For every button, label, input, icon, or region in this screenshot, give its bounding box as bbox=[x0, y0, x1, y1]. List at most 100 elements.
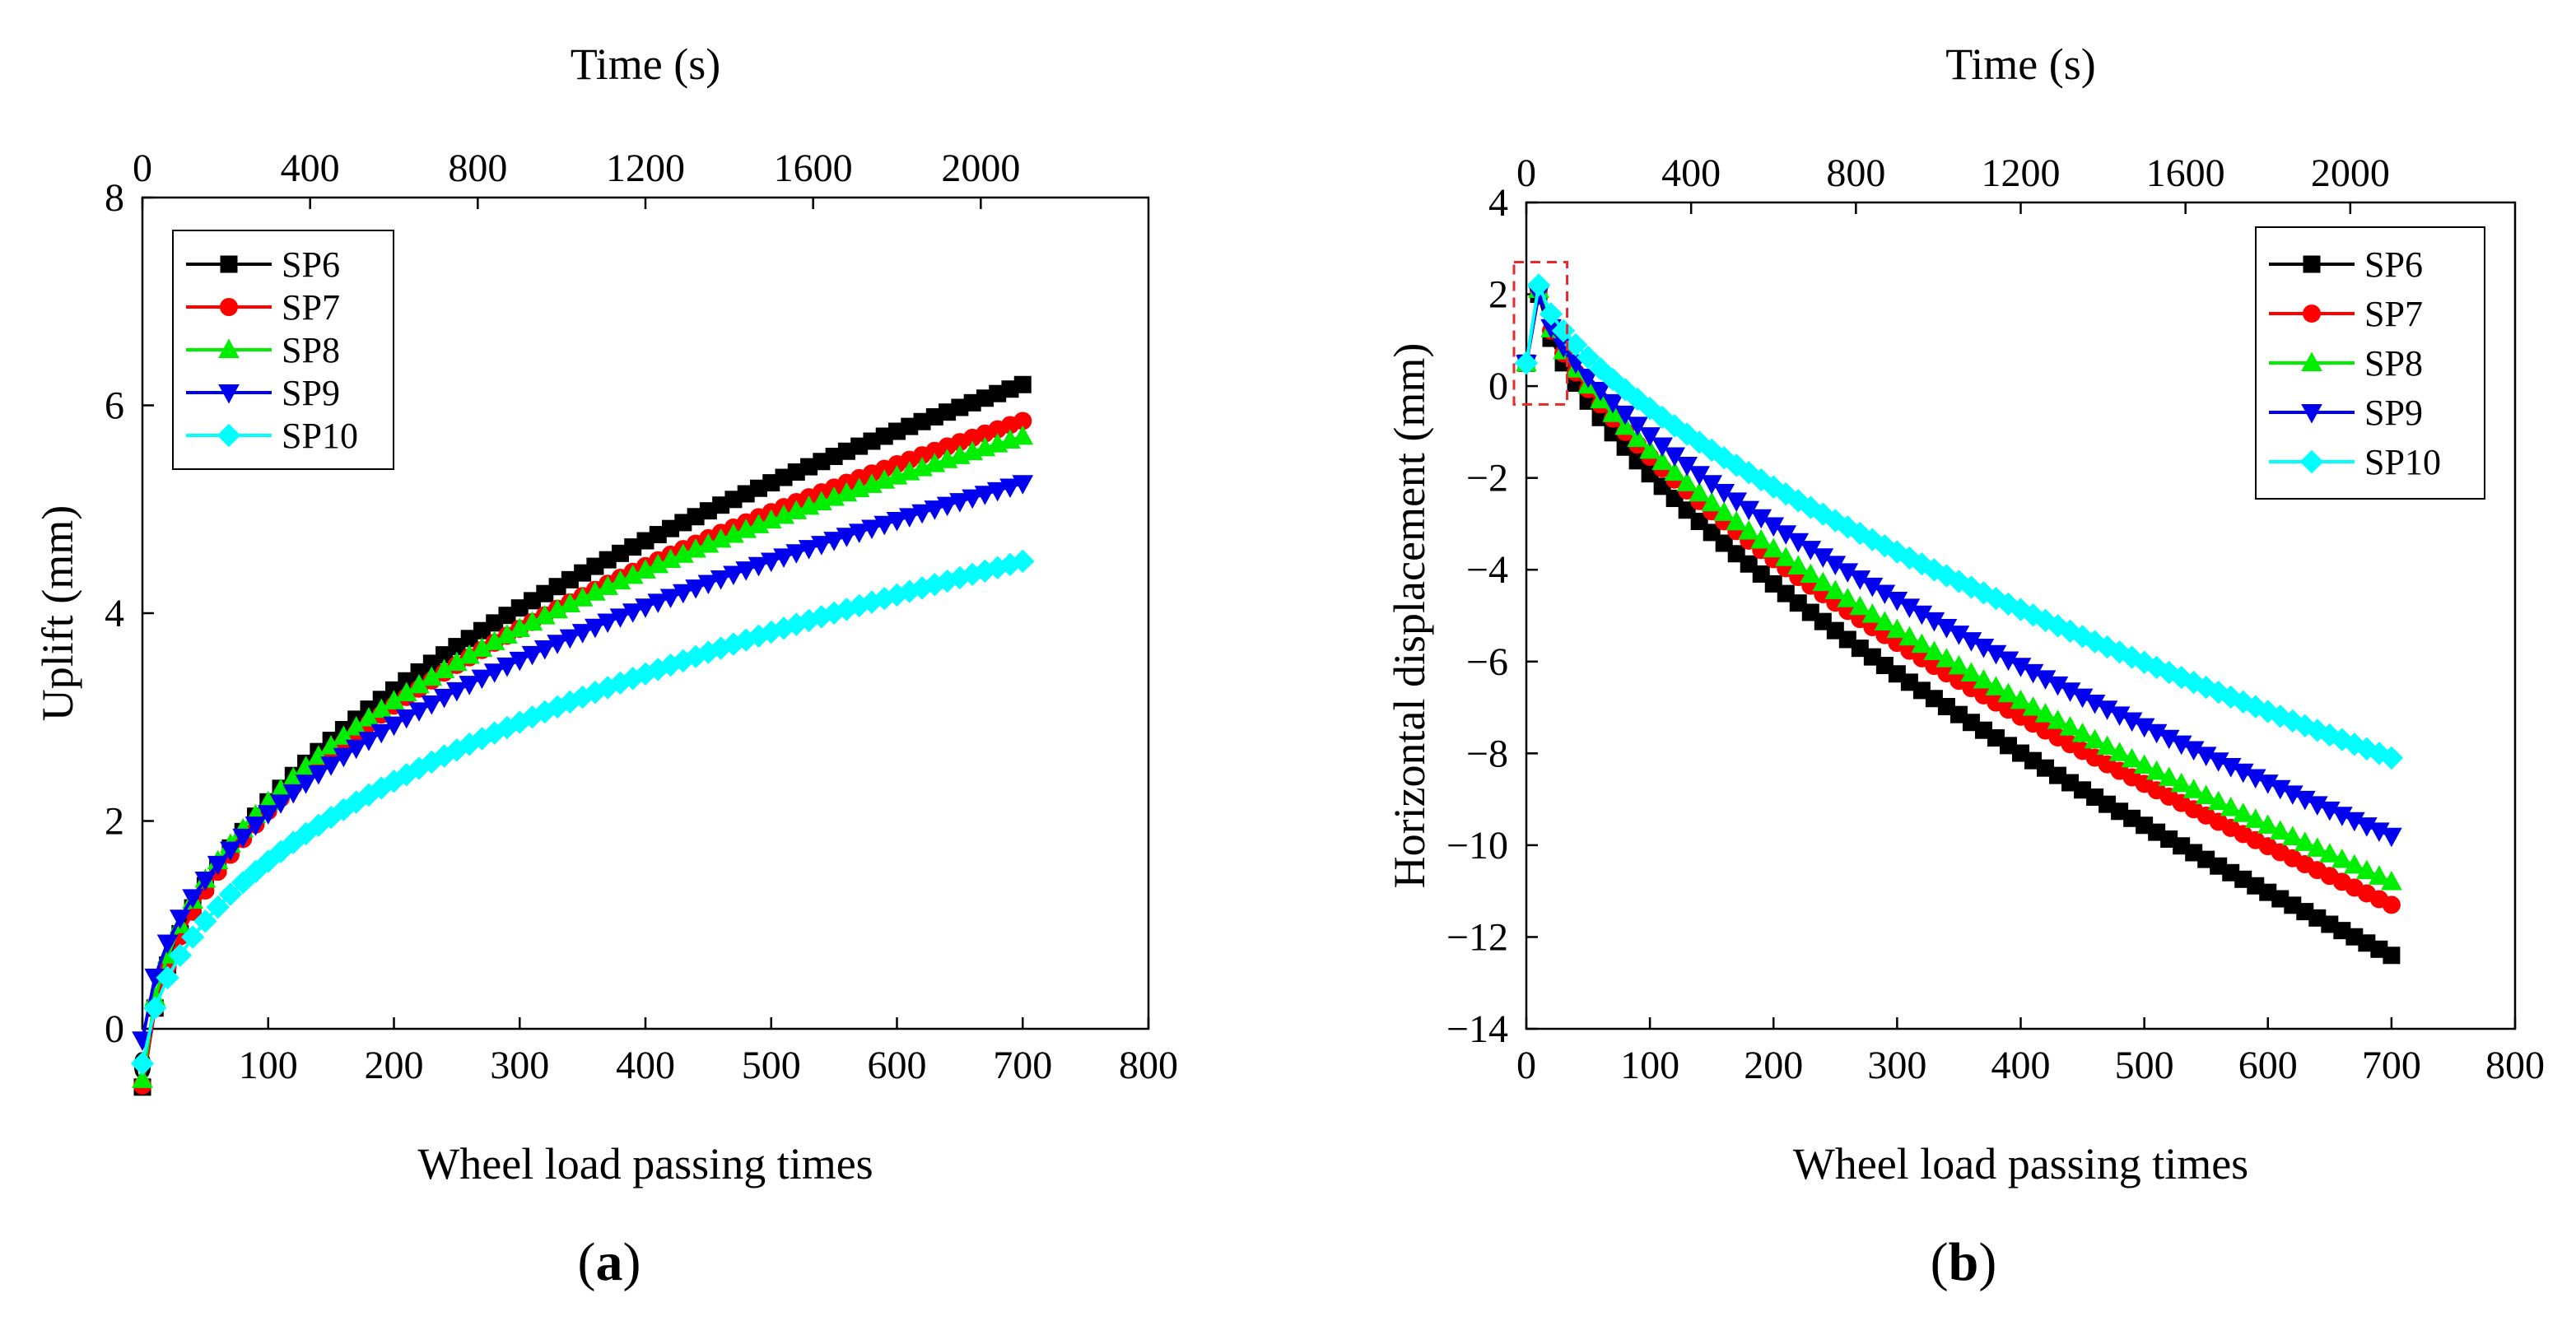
series-2-marker bbox=[2343, 854, 2365, 874]
series-2-marker bbox=[1849, 595, 1871, 616]
series-2-marker bbox=[2158, 766, 2180, 786]
series-2-marker bbox=[1800, 563, 1822, 584]
legend-label: SP9 bbox=[2364, 393, 2423, 433]
x-tick-label: 100 bbox=[239, 1044, 298, 1087]
series-3-marker bbox=[295, 774, 317, 794]
series-2-marker bbox=[2331, 848, 2353, 868]
x-tick-label: 300 bbox=[490, 1044, 549, 1087]
series-0-marker bbox=[220, 255, 238, 273]
series-4-marker bbox=[130, 1052, 155, 1076]
series-2-marker bbox=[2010, 689, 2032, 709]
series-3-marker bbox=[962, 489, 983, 509]
series-4-marker bbox=[1514, 351, 1539, 375]
series-4-marker bbox=[193, 909, 217, 933]
series-3-marker bbox=[936, 496, 958, 517]
x-tick-label: 500 bbox=[742, 1044, 801, 1087]
series-SP10 bbox=[1514, 273, 2404, 770]
series-2-marker bbox=[1627, 427, 1648, 448]
x-tick-label: 400 bbox=[616, 1044, 675, 1087]
series-2-marker bbox=[2269, 820, 2291, 840]
series-2-marker bbox=[1012, 425, 1034, 445]
x-tick-label: 700 bbox=[2362, 1044, 2421, 1087]
series-4-marker bbox=[1526, 273, 1551, 297]
series-2-marker bbox=[2047, 709, 2069, 729]
y-tick-label: 8 bbox=[105, 176, 124, 220]
series-1-marker bbox=[2303, 305, 2321, 323]
series-3-marker bbox=[811, 536, 832, 556]
series-1-marker bbox=[2382, 895, 2401, 914]
y-tick-label: 6 bbox=[105, 384, 124, 428]
series-3-marker bbox=[446, 681, 468, 702]
series-4-marker bbox=[217, 423, 241, 448]
series-2-marker bbox=[1985, 676, 2007, 695]
series-2-marker bbox=[1664, 461, 1685, 481]
series-line bbox=[141, 435, 1023, 1081]
series-2-marker bbox=[1812, 571, 1834, 592]
y-tick-label: 2 bbox=[105, 800, 124, 844]
series-3-marker bbox=[898, 508, 920, 528]
panel-b-horizontal-displacement-chart: 0 100 200 300 400 500 600 700 800−14−12−10−8−6−4… bbox=[1385, 40, 2545, 1292]
y-tick-label: 0 bbox=[105, 1007, 124, 1051]
x-tick-label: 100 bbox=[1620, 1044, 1679, 1087]
series-4-marker bbox=[2379, 746, 2404, 770]
series-3-marker bbox=[974, 486, 996, 505]
legend-label: SP8 bbox=[282, 330, 340, 370]
x-tick-label: 300 bbox=[1867, 1044, 1926, 1087]
top-x-tick-label: 1600 bbox=[774, 147, 853, 190]
top-x-tick-label: 1200 bbox=[606, 147, 685, 190]
series-3-marker bbox=[622, 603, 644, 623]
series-3-marker bbox=[685, 579, 706, 599]
y-tick-label: −2 bbox=[1466, 457, 1508, 500]
series-4-marker bbox=[1011, 549, 1035, 574]
series-2-marker bbox=[1775, 547, 1797, 566]
series-3-marker bbox=[571, 624, 594, 644]
series-3-marker bbox=[308, 765, 329, 785]
series-2-marker bbox=[1738, 519, 1760, 540]
series-3-marker bbox=[232, 828, 254, 849]
series-4-marker bbox=[231, 871, 255, 895]
series-2-marker bbox=[2257, 814, 2279, 834]
series-SP10 bbox=[130, 549, 1035, 1076]
series-3-marker bbox=[723, 565, 744, 586]
series-4-marker bbox=[2299, 449, 2324, 474]
series-3-marker bbox=[1590, 381, 1611, 402]
series-2-marker bbox=[132, 1068, 153, 1088]
series-3-marker bbox=[823, 532, 845, 551]
series-2-marker bbox=[2022, 696, 2044, 716]
series-2-marker bbox=[1689, 481, 1711, 502]
series-3-marker bbox=[635, 598, 656, 618]
series-3-marker bbox=[421, 695, 443, 715]
series-2-marker bbox=[1651, 450, 1673, 470]
series-3-marker bbox=[1639, 427, 1661, 447]
series-3-marker bbox=[911, 504, 933, 524]
series-3-marker bbox=[547, 635, 568, 654]
highlight-box bbox=[1512, 261, 1569, 406]
panel-label-letter: b bbox=[1949, 1232, 1979, 1292]
series-3-marker bbox=[471, 669, 493, 690]
series-3-marker bbox=[2381, 827, 2402, 848]
series-3-marker bbox=[798, 540, 820, 560]
y-tick-label: −14 bbox=[1446, 1007, 1508, 1051]
x-tick-label: 700 bbox=[993, 1044, 1052, 1087]
series-4-marker bbox=[168, 943, 193, 967]
series-2-marker bbox=[2059, 716, 2081, 736]
series-4-marker bbox=[1576, 345, 1600, 370]
series-0-marker bbox=[2383, 947, 2401, 965]
series-4-marker bbox=[1539, 302, 1563, 326]
series-0-marker bbox=[2303, 255, 2321, 273]
series-3-marker bbox=[647, 593, 669, 613]
legend-label: SP7 bbox=[282, 287, 340, 328]
series-3-marker bbox=[659, 588, 682, 609]
series-2-marker bbox=[2071, 722, 2094, 742]
series-3-marker bbox=[433, 688, 455, 709]
series-3-marker bbox=[483, 663, 505, 683]
series-line bbox=[141, 383, 1023, 1088]
series-4-marker bbox=[206, 895, 230, 919]
x-tick-label: 0 bbox=[1516, 1044, 1536, 1087]
series-2-marker bbox=[2220, 796, 2242, 816]
series-3-marker bbox=[672, 584, 694, 604]
series-3-marker bbox=[320, 756, 342, 776]
series-3-marker bbox=[383, 716, 405, 737]
series-4-marker bbox=[218, 882, 243, 906]
